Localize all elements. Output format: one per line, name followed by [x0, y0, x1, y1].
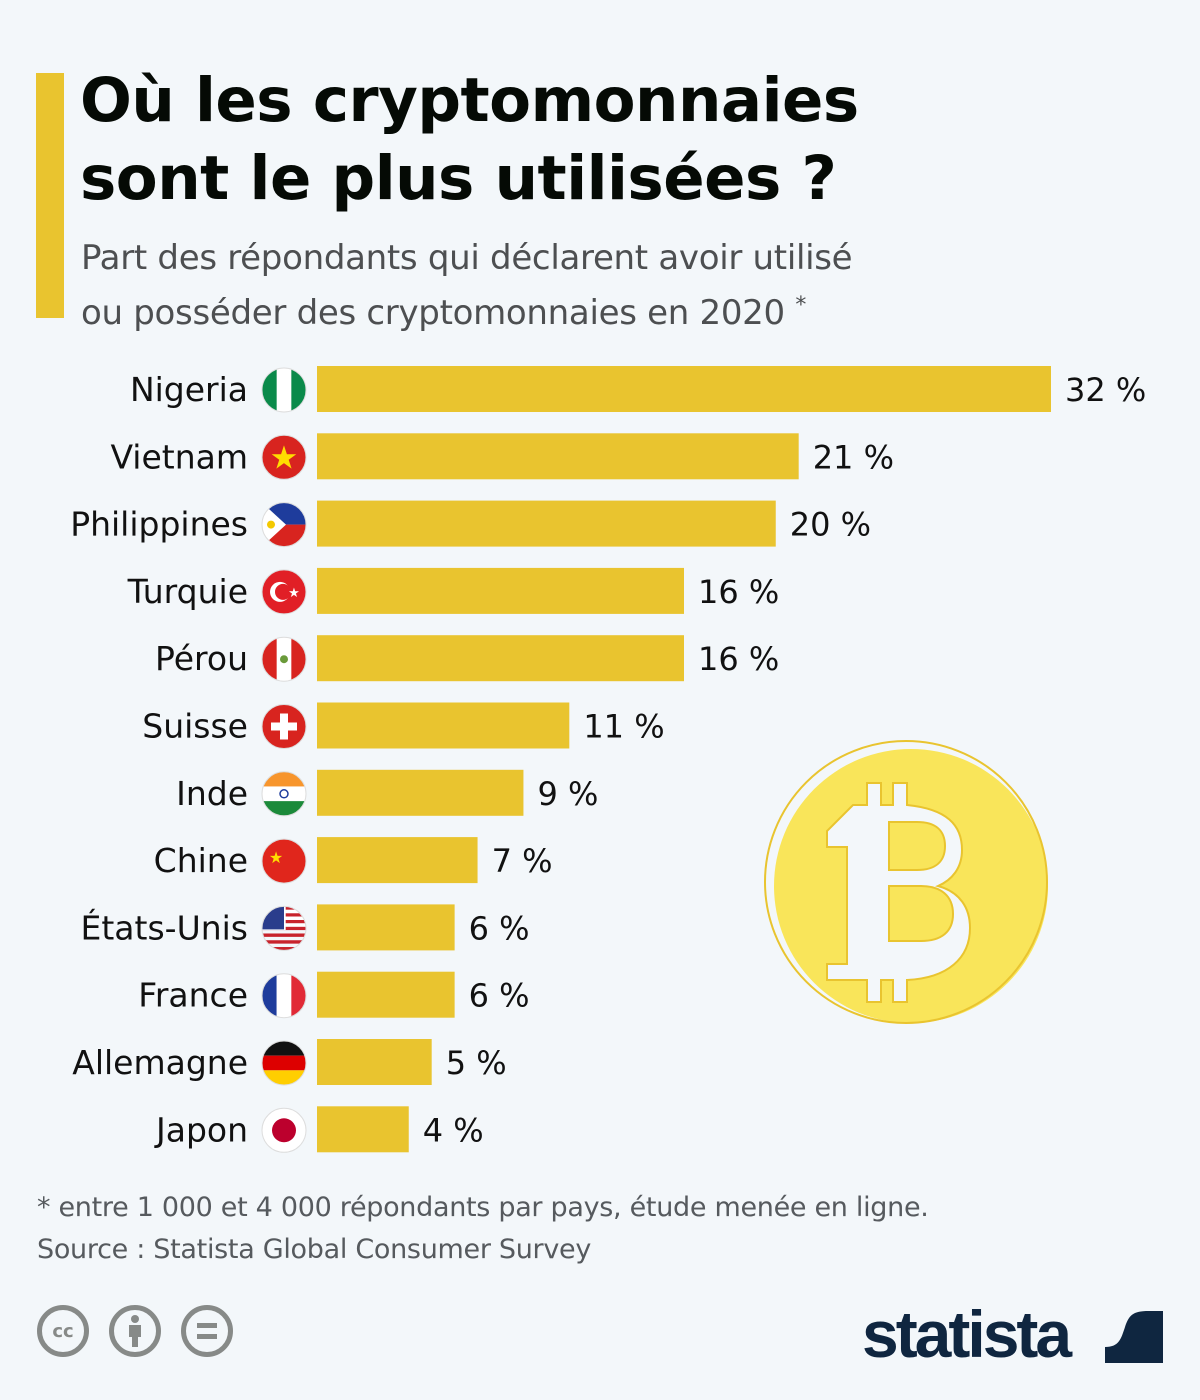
flag-jp-icon	[261, 1107, 307, 1153]
value-label: 16 %	[698, 640, 779, 678]
bar	[317, 1039, 432, 1085]
category-label: Allemagne	[72, 1043, 248, 1082]
flag-ph-icon	[261, 502, 307, 548]
accent-bar	[36, 73, 64, 318]
flag-de-icon	[261, 1040, 307, 1086]
category-label: Nigeria	[130, 370, 248, 409]
statista-logo-mark-icon	[1105, 1305, 1163, 1363]
person-icon	[129, 1315, 141, 1347]
subtitle-line-2: ou posséder des cryptomonnaies en 2020	[81, 293, 785, 333]
bar	[317, 366, 1051, 412]
bitcoin-coin-icon	[764, 740, 1048, 1024]
bar	[317, 1106, 409, 1153]
flag-pe-icon	[261, 636, 307, 682]
title-line-2: sont le plus utilisées ?	[80, 143, 837, 214]
flag-ng-icon	[261, 367, 307, 413]
flag-vn-icon: ★	[261, 434, 307, 480]
value-label: 5 %	[446, 1044, 507, 1082]
value-label: 21 %	[813, 438, 894, 476]
value-label: 7 %	[492, 842, 553, 880]
subtitle-line-1: Part des répondants qui déclarent avoir …	[81, 238, 853, 278]
value-label: 9 %	[537, 775, 598, 813]
statista-logo[interactable]: statista	[862, 1297, 1072, 1371]
source: Source : Statista Global Consumer Survey	[37, 1234, 592, 1265]
equals-icon	[197, 1323, 217, 1339]
flag-us-icon	[261, 905, 307, 951]
bar	[317, 971, 455, 1018]
bar	[317, 500, 776, 547]
flag-ch-icon	[261, 704, 307, 749]
category-label: Turquie	[127, 572, 248, 611]
no-derivatives-icon[interactable]	[181, 1305, 233, 1357]
bar	[317, 769, 524, 816]
category-label: Suisse	[142, 707, 248, 746]
attribution-icon[interactable]	[109, 1305, 161, 1357]
bar	[317, 635, 684, 682]
bar	[317, 837, 478, 884]
chart-title: Où les cryptomonnaies sont le plus utilis…	[80, 62, 859, 218]
title-line-1: Où les cryptomonnaies	[80, 65, 859, 136]
value-label: 6 %	[469, 909, 530, 947]
bar	[317, 567, 684, 614]
value-label: 4 %	[423, 1111, 484, 1149]
value-label: 6 %	[469, 977, 530, 1015]
category-label: États-Unis	[81, 907, 248, 947]
category-label: Pérou	[155, 639, 248, 678]
chart-subtitle: Part des répondants qui déclarent avoir …	[81, 234, 853, 337]
value-label: 20 %	[790, 506, 871, 544]
svg-text:★: ★	[288, 586, 300, 601]
flag-in-icon	[261, 771, 307, 817]
value-label: 11 %	[583, 708, 664, 746]
cc-license-icon[interactable]: cc	[37, 1305, 89, 1357]
flag-fr-icon	[261, 973, 307, 1019]
category-label: Philippines	[70, 505, 248, 544]
category-label: France	[138, 976, 248, 1015]
bar	[317, 702, 570, 749]
flag-tr-icon: ★	[261, 569, 307, 615]
footnote-mark: *	[795, 293, 807, 318]
bar	[317, 904, 455, 951]
bar	[317, 433, 799, 480]
category-label: Japon	[154, 1110, 248, 1149]
value-label: 16 %	[698, 573, 779, 611]
svg-text:★: ★	[270, 438, 299, 476]
category-label: Chine	[154, 841, 248, 880]
flag-cn-icon: ★	[261, 838, 307, 884]
value-label: 32 %	[1065, 371, 1146, 409]
svg-text:★: ★	[269, 848, 283, 867]
category-label: Inde	[176, 774, 248, 813]
category-label: Vietnam	[110, 437, 248, 476]
footnote: * entre 1 000 et 4 000 répondants par pa…	[37, 1192, 929, 1223]
cc-label: cc	[52, 1320, 74, 1342]
